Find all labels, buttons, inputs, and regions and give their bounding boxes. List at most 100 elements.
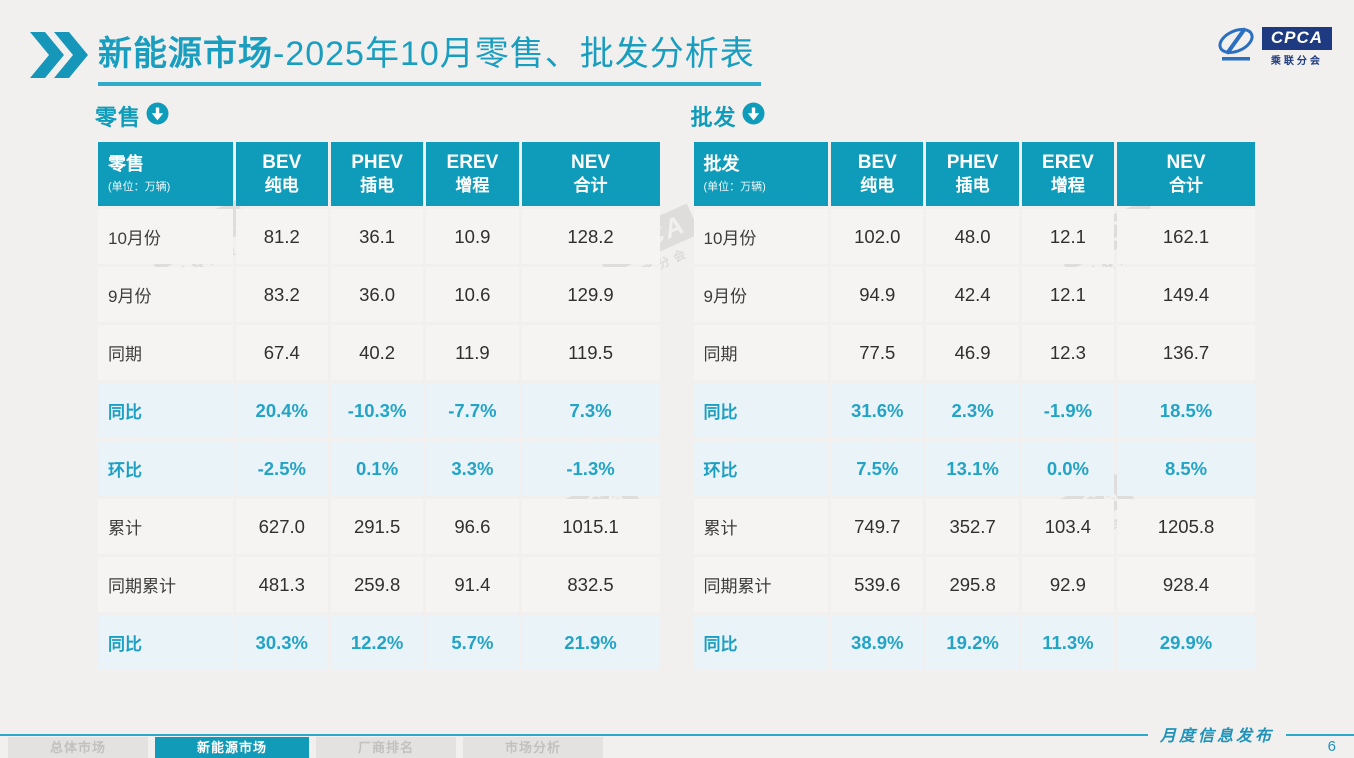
value-cell: 29.9% (1117, 615, 1255, 670)
value-cell: 81.2 (235, 209, 328, 264)
table-row: 累计 627.0 291.5 96.6 1015.1 (98, 499, 660, 554)
value-cell: 91.4 (426, 557, 519, 612)
value-cell: 67.4 (235, 325, 328, 380)
bottom-tab[interactable]: 新能源市场 (155, 737, 310, 758)
value-cell: 36.0 (330, 267, 424, 322)
wholesale-section-header: 批发 (691, 100, 1259, 132)
table-row: 环比 7.5% 13.1% 0.0% 8.5% (693, 441, 1255, 496)
value-cell: 832.5 (521, 557, 660, 612)
row-label-cell: 同比 (693, 615, 829, 670)
value-cell: 11.9 (426, 325, 519, 380)
value-cell: 38.9% (831, 615, 924, 670)
value-cell: 129.9 (521, 267, 660, 322)
value-cell: 20.4% (235, 383, 328, 438)
value-cell: 92.9 (1021, 557, 1115, 612)
column-header-phev: PHEV 插电 (330, 142, 424, 206)
value-cell: -10.3% (330, 383, 424, 438)
value-cell: 749.7 (831, 499, 924, 554)
title-rest-part: -2025年10月零售、批发分析表 (273, 35, 755, 73)
column-header-nev: NEV 合计 (521, 142, 660, 206)
wholesale-table: 批发 (单位：万辆) BEV 纯电 PHEV 插电 EREV 增程 NEV 合计 10月份 102.0… (691, 139, 1259, 673)
table-row: 同比 30.3% 12.2% 5.7% 21.9% (98, 615, 660, 670)
circle-down-arrow-icon (742, 102, 765, 130)
bottom-tab[interactable]: 总体市场 (8, 737, 149, 758)
value-cell: 259.8 (330, 557, 424, 612)
value-cell: 46.9 (926, 325, 1019, 380)
bottom-nav-tabs: 总体市场 新能源市场 厂商排名 市场分析 (8, 737, 604, 758)
value-cell: 162.1 (1117, 209, 1255, 264)
value-cell: 102.0 (831, 209, 924, 264)
table-row: 同期累计 539.6 295.8 92.9 928.4 (693, 557, 1255, 612)
value-cell: 21.9% (521, 615, 660, 670)
value-cell: 928.4 (1117, 557, 1255, 612)
value-cell: 539.6 (831, 557, 924, 612)
table-row: 累计 749.7 352.7 103.4 1205.8 (693, 499, 1255, 554)
value-cell: 3.3% (426, 441, 519, 496)
row-label-cell: 同期累计 (693, 557, 829, 612)
value-cell: 18.5% (1117, 383, 1255, 438)
value-cell: 19.2% (926, 615, 1019, 670)
row-label-cell: 10月份 (693, 209, 829, 264)
cpca-logo: CPCA 乘联分会 (1214, 24, 1332, 69)
retail-section-label: 零售 (95, 105, 142, 130)
value-cell: 31.6% (831, 383, 924, 438)
double-chevron-icon (30, 32, 88, 83)
value-cell: -7.7% (426, 383, 519, 438)
bottom-tab[interactable]: 厂商排名 (316, 737, 457, 758)
tables-area: 零售 零售 (单位：万辆) BEV 纯电 PHEV 插电 EREV 增程 NEV 合计 10月份 81… (95, 100, 1258, 673)
value-cell: 13.1% (926, 441, 1019, 496)
value-cell: 5.7% (426, 615, 519, 670)
row-label-cell: 环比 (693, 441, 829, 496)
value-cell: 77.5 (831, 325, 924, 380)
value-cell: 352.7 (926, 499, 1019, 554)
cpca-logo-subtext: 乘联分会 (1270, 55, 1323, 67)
column-header-nev: NEV 合计 (1117, 142, 1255, 206)
value-cell: 103.4 (1021, 499, 1115, 554)
value-cell: 12.2% (330, 615, 424, 670)
table-corner-header: 批发 (单位：万辆) (693, 142, 829, 206)
table-row: 9月份 94.9 42.4 12.1 149.4 (693, 267, 1255, 322)
retail-section: 零售 零售 (单位：万辆) BEV 纯电 PHEV 插电 EREV 增程 NEV 合计 10月份 81… (95, 100, 663, 673)
table-row: 同比 38.9% 19.2% 11.3% 29.9% (693, 615, 1255, 670)
value-cell: -1.3% (521, 441, 660, 496)
row-label-cell: 10月份 (98, 209, 233, 264)
value-cell: 119.5 (521, 325, 660, 380)
table-row: 同期累计 481.3 259.8 91.4 832.5 (98, 557, 660, 612)
value-cell: 10.9 (426, 209, 519, 264)
value-cell: 291.5 (330, 499, 424, 554)
column-header-bev: BEV 纯电 (831, 142, 924, 206)
value-cell: -1.9% (1021, 383, 1115, 438)
retail-section-header: 零售 (95, 100, 663, 132)
table-row: 同期 67.4 40.2 11.9 119.5 (98, 325, 660, 380)
value-cell: 1015.1 (521, 499, 660, 554)
row-label-cell: 同期累计 (98, 557, 233, 612)
table-row: 10月份 81.2 36.1 10.9 128.2 (98, 209, 660, 264)
row-label-cell: 同比 (98, 383, 233, 438)
row-label-cell: 9月份 (98, 267, 233, 322)
bottom-tab[interactable]: 市场分析 (463, 737, 604, 758)
value-cell: 128.2 (521, 209, 660, 264)
table-header-row: 零售 (单位：万辆) BEV 纯电 PHEV 插电 EREV 增程 NEV 合计 (98, 142, 660, 206)
value-cell: 40.2 (330, 325, 424, 380)
footer-ribbon-label: 月度信息发布 (1148, 722, 1287, 746)
value-cell: 7.3% (521, 383, 660, 438)
value-cell: 2.3% (926, 383, 1019, 438)
row-label-cell: 同比 (98, 615, 233, 670)
row-label-cell: 累计 (693, 499, 829, 554)
column-header-bev: BEV 纯电 (235, 142, 328, 206)
value-cell: 96.6 (426, 499, 519, 554)
wholesale-section-label: 批发 (690, 105, 737, 130)
value-cell: 295.8 (926, 557, 1019, 612)
row-label-cell: 同比 (693, 383, 829, 438)
slide-header: 新能源市场-2025年10月零售、批发分析表 (30, 26, 761, 86)
value-cell: 36.1 (330, 209, 424, 264)
value-cell: 0.1% (330, 441, 424, 496)
row-label-cell: 环比 (98, 441, 233, 496)
page-number: 6 (1327, 738, 1336, 755)
wholesale-section: 批发 批发 (单位：万辆) BEV 纯电 PHEV 插电 EREV 增程 NEV 合计 10月份 10… (691, 100, 1259, 673)
value-cell: 42.4 (926, 267, 1019, 322)
cpca-logo-text: CPCA (1261, 26, 1332, 50)
row-label-cell: 累计 (98, 499, 233, 554)
value-cell: 12.1 (1021, 267, 1115, 322)
value-cell: 11.3% (1021, 615, 1115, 670)
